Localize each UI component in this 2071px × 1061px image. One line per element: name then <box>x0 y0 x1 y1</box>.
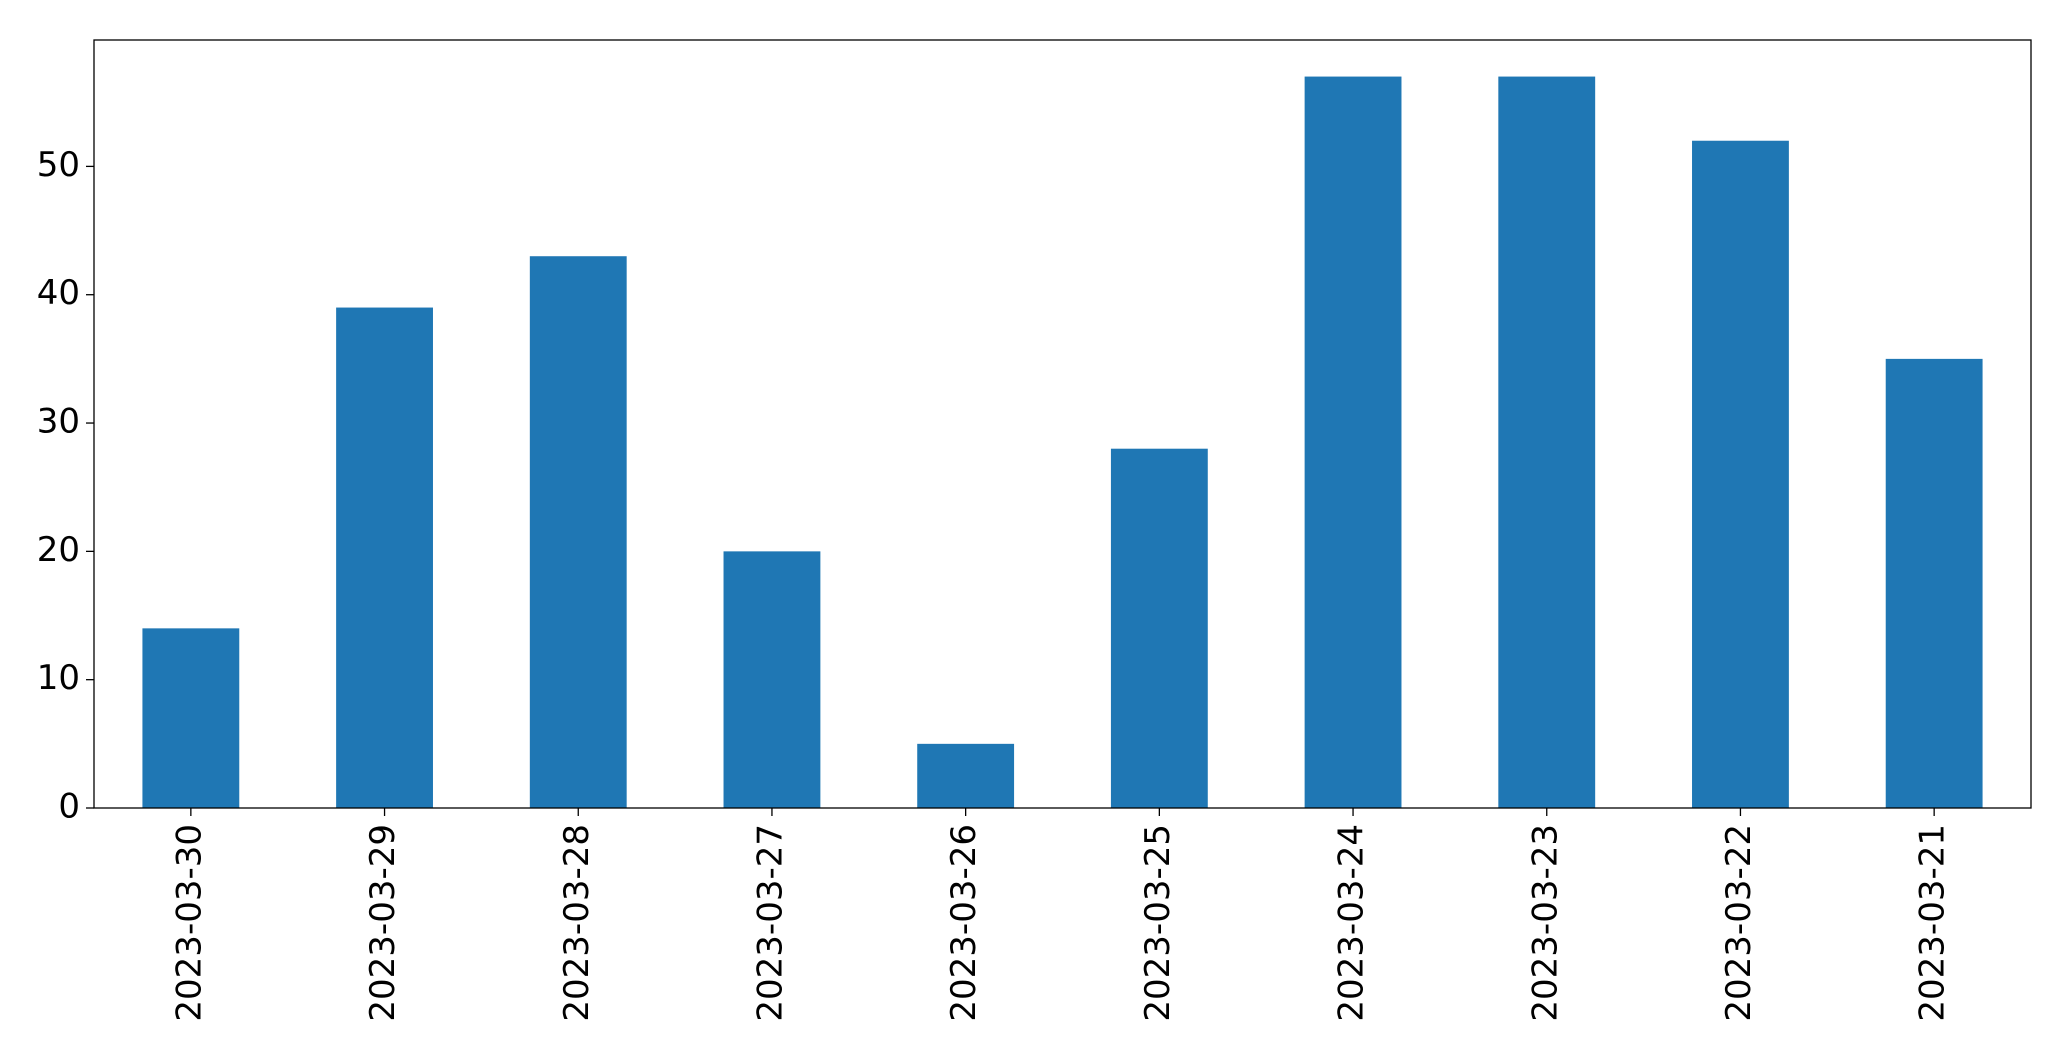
x-tick-label: 2023-03-28 <box>557 824 597 1022</box>
bar <box>1304 76 1402 809</box>
x-tick-label: 2023-03-30 <box>169 824 209 1022</box>
bar <box>1692 140 1789 809</box>
bar <box>723 551 821 808</box>
x-tick-label: 2023-03-24 <box>1332 824 1372 1022</box>
y-tick-label: 50 <box>37 145 80 185</box>
bar <box>917 743 1015 808</box>
bar <box>1110 448 1208 808</box>
axes-frame <box>93 39 2032 809</box>
x-tick-label: 2023-03-25 <box>1138 824 1178 1022</box>
bar <box>142 628 240 808</box>
y-tick-label: 40 <box>37 273 80 313</box>
bar <box>529 256 627 808</box>
x-tick-label: 2023-03-22 <box>1719 824 1759 1022</box>
x-tick-label: 2023-03-21 <box>1913 824 1953 1022</box>
x-tick-label: 2023-03-29 <box>363 824 403 1022</box>
y-tick-label: 30 <box>37 402 80 442</box>
bar <box>336 307 433 808</box>
x-tick-label: 2023-03-27 <box>750 824 790 1022</box>
bar <box>1885 358 1983 808</box>
x-tick-label: 2023-03-26 <box>944 824 984 1022</box>
y-tick-label: 0 <box>58 787 80 827</box>
y-tick-label: 10 <box>37 658 80 698</box>
y-tick-label: 20 <box>37 530 80 570</box>
bar <box>1498 76 1596 809</box>
x-tick-label: 2023-03-23 <box>1525 824 1565 1022</box>
